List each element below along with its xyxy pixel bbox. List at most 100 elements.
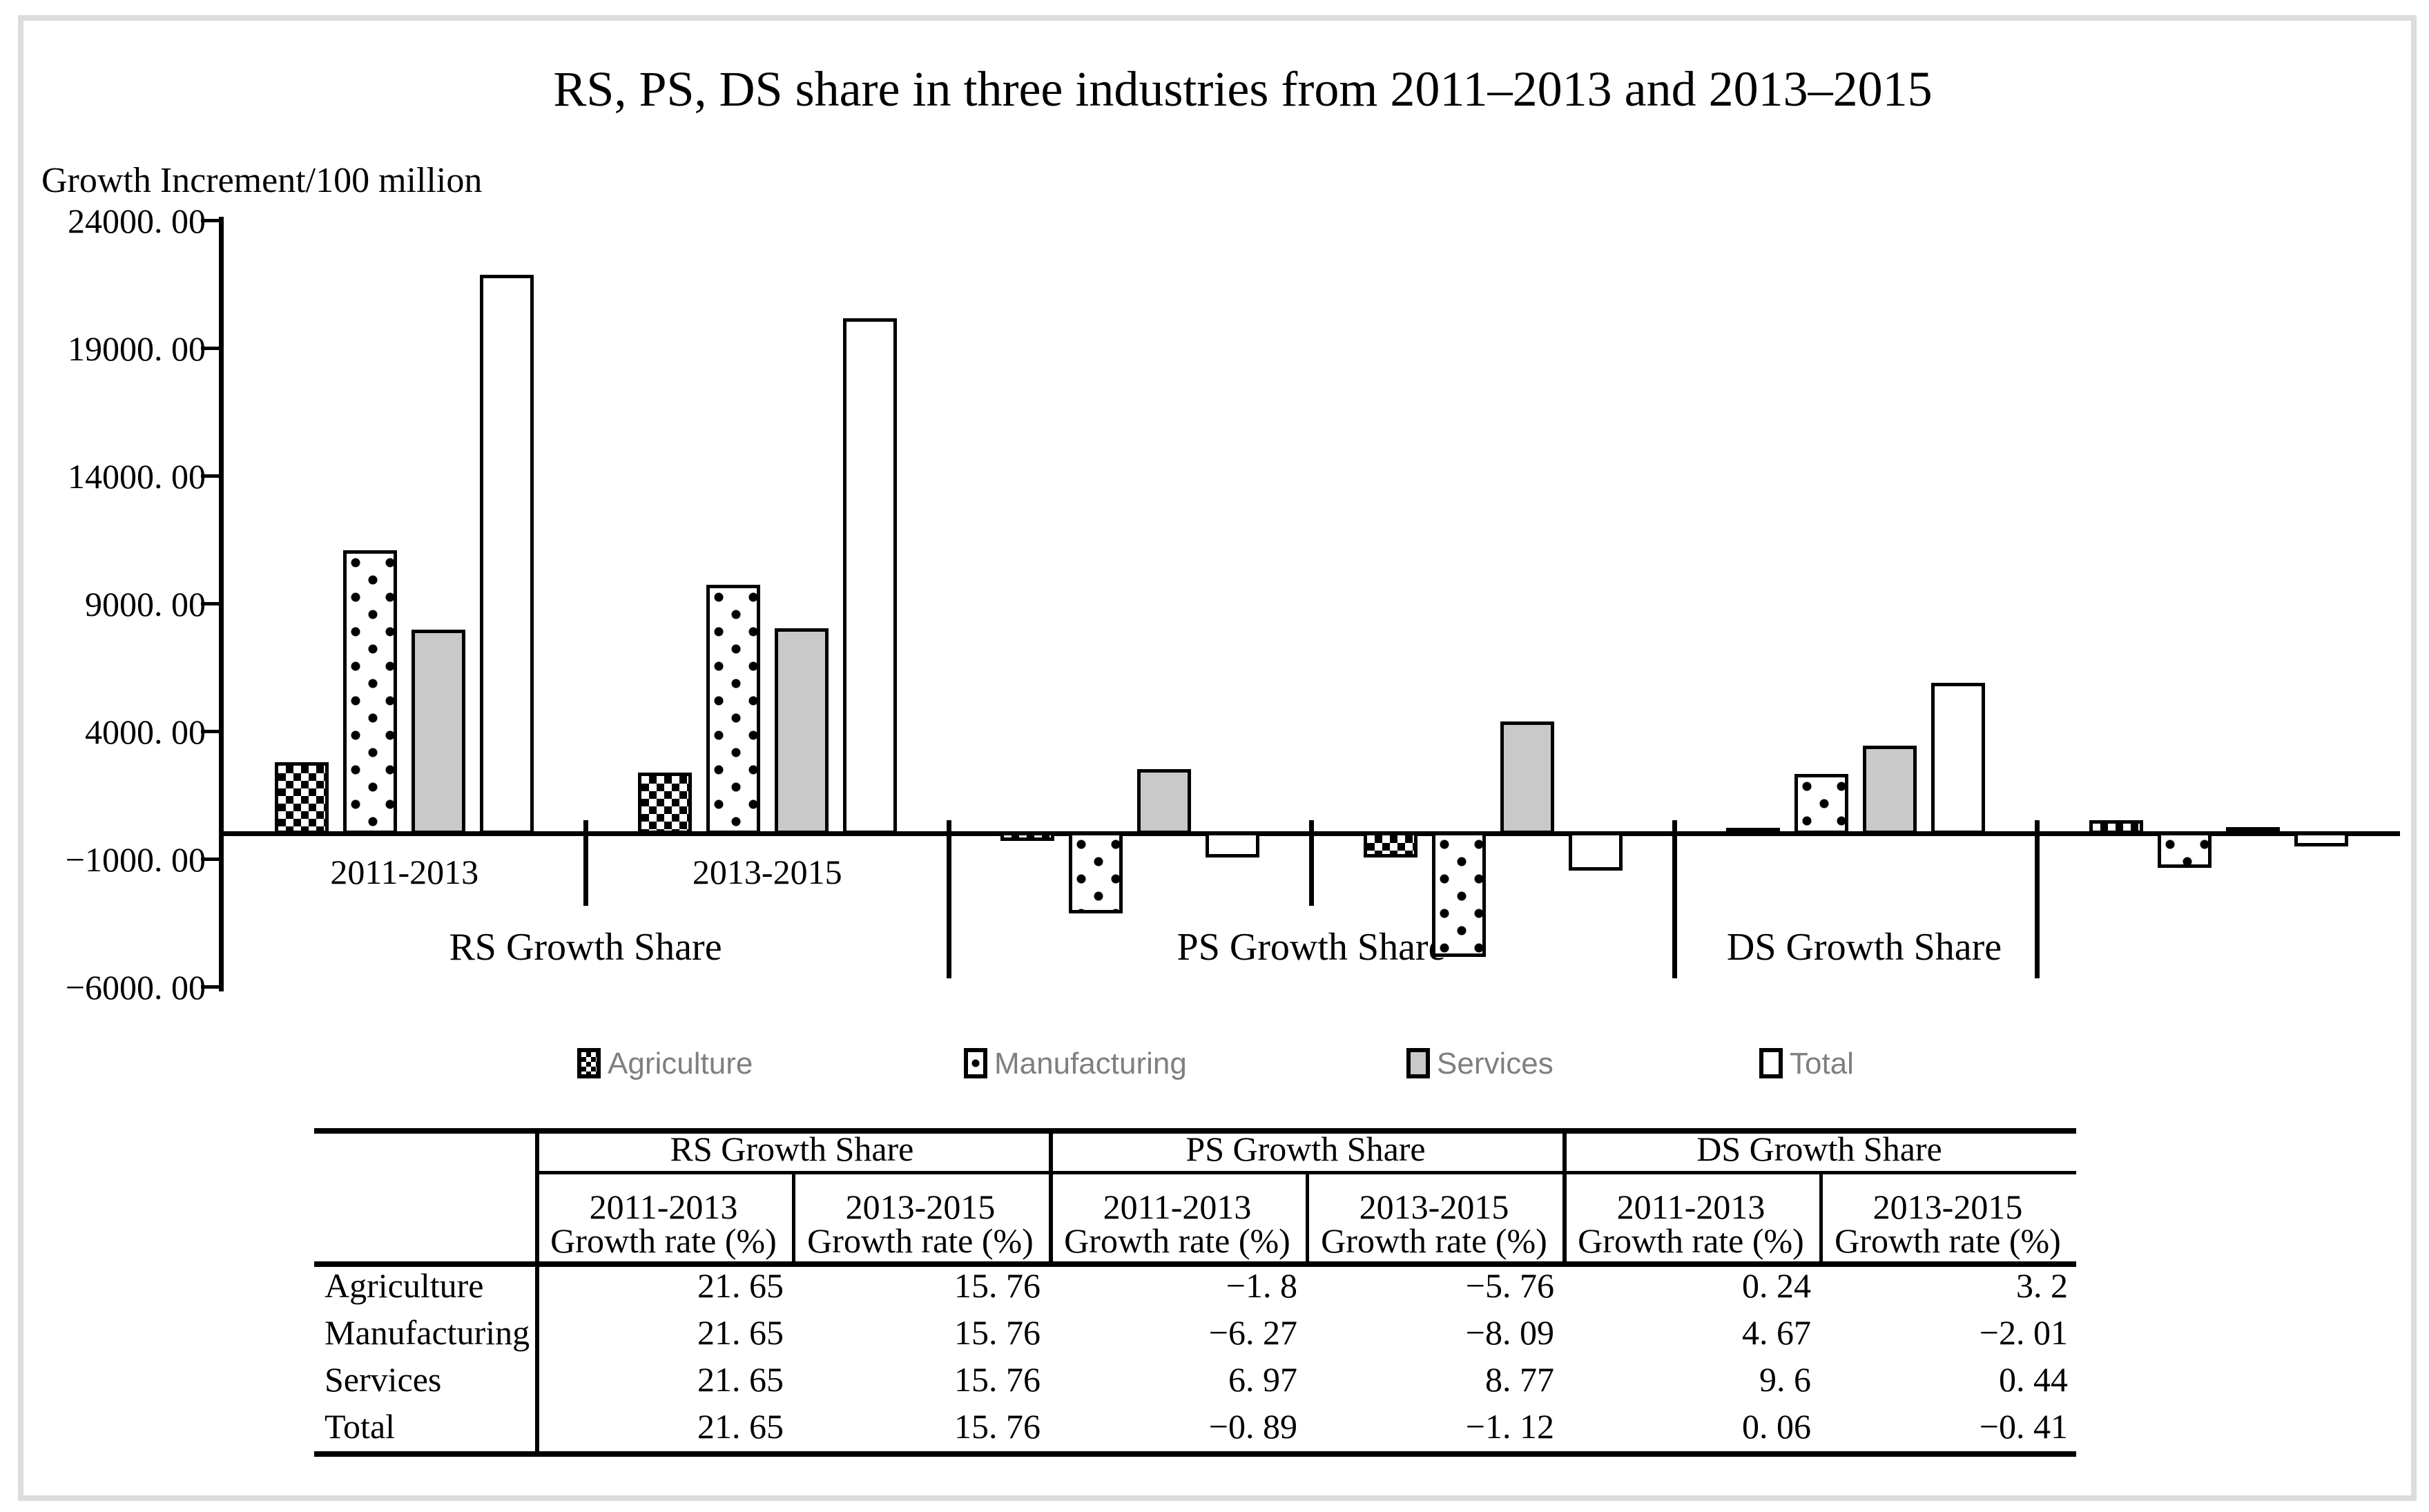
bar-ps-2011-2013-total (1206, 832, 1259, 857)
y-axis-label: Growth Increment/100 million (41, 161, 483, 200)
legend-swatch-total (1759, 1048, 1783, 1078)
table-cell-value: −0. 89 (1208, 1407, 1297, 1446)
table-row-label: Manufacturing (325, 1313, 530, 1352)
bar-ds-2013-2015-agriculture (2089, 820, 2143, 834)
bar-ds-2011-2013-agriculture (1726, 828, 1780, 835)
year-divider (1309, 820, 1314, 906)
bar-rs-2013-2015-agriculture (637, 773, 692, 834)
y-axis-tick (201, 219, 219, 222)
y-tick-label: 24000. 00 (68, 201, 206, 240)
table-section-header: RS Growth Share (670, 1130, 914, 1168)
bar-rs-2013-2015-total (842, 318, 897, 834)
table-cell-value: 4. 67 (1742, 1313, 1811, 1352)
section-divider (2035, 820, 2040, 978)
bar-ps-2013-2015-manufacturing (1431, 832, 1486, 958)
bar-rs-2011-2013-agriculture (275, 762, 329, 834)
x-category-label: 2013-2015 (692, 853, 842, 891)
chart-title: RS, PS, DS share in three industries fro… (553, 61, 1933, 117)
bar-rs-2013-2015-manufacturing (706, 585, 760, 834)
y-axis-tick (201, 602, 219, 605)
bar-ps-2011-2013-manufacturing (1069, 832, 1123, 914)
table-period-header: 2011-2013 (1103, 1188, 1252, 1226)
chart-legend: Agriculture Manufacturing Services Total (0, 0, 2429, 1080)
table-cell-value: 0. 44 (1999, 1360, 2068, 1399)
section-label-rs: RS Growth Share (449, 926, 722, 969)
table-cell-value: −1. 12 (1465, 1407, 1554, 1446)
y-axis-tick (201, 730, 219, 733)
table-cell-value: 3. 2 (2016, 1266, 2068, 1305)
y-tick-label: −1000. 00 (65, 840, 206, 879)
table-section-header: DS Growth Share (1696, 1130, 1942, 1168)
year-divider (583, 820, 588, 906)
table-period-header: 2013-2015 (1872, 1188, 2023, 1226)
table-cell-value: 0. 24 (1742, 1266, 1811, 1305)
table-period-header: 2013-2015 (1359, 1188, 1509, 1226)
table-cell-value: 15. 76 (954, 1407, 1041, 1446)
table-row-label: Agriculture (325, 1266, 484, 1305)
table-vline-labels (535, 1128, 539, 1457)
table-cell-value: −6. 27 (1208, 1313, 1297, 1352)
bar-rs-2011-2013-total (480, 274, 534, 834)
table-cell-value: −5. 76 (1465, 1266, 1554, 1305)
table-period-header: 2013-2015 (845, 1188, 996, 1226)
bar-rs-2011-2013-manufacturing (343, 550, 397, 834)
bar-ps-2011-2013-services (1137, 768, 1191, 834)
y-tick-label: 9000. 00 (85, 584, 206, 623)
table-vline-period (1819, 1171, 1823, 1261)
legend-swatch-agriculture (577, 1048, 601, 1078)
section-label-ps: PS Growth Share (1177, 926, 1446, 969)
legend-label-total: Total (1790, 1047, 1854, 1080)
table-cell-value: 8. 77 (1485, 1360, 1554, 1399)
legend-label-agriculture: Agriculture (608, 1047, 753, 1080)
table-cell-value: 21. 65 (697, 1313, 784, 1352)
legend-swatch-services (1406, 1048, 1430, 1078)
bar-ds-2011-2013-manufacturing (1794, 774, 1848, 834)
table-section-header: PS Growth Share (1186, 1130, 1426, 1168)
table-row-label: Total (325, 1407, 396, 1446)
bar-ds-2013-2015-manufacturing (2157, 832, 2212, 868)
y-axis-line (219, 217, 224, 991)
legend-swatch-manufacturing (964, 1048, 987, 1078)
table-top-border (314, 1128, 2076, 1134)
bar-ds-2011-2013-total (1931, 682, 1985, 834)
table-vline-period (1306, 1171, 1309, 1261)
table-cell-value: −0. 41 (1979, 1407, 2068, 1446)
table-cell-value: −8. 09 (1465, 1313, 1554, 1352)
bar-ps-2013-2015-agriculture (1363, 832, 1417, 857)
bar-chart: 24000. 00 19000. 00 14000. 00 9000. 00 4000.… (65, 201, 2400, 1007)
y-axis-tick (201, 474, 219, 478)
table-cell-value: 21. 65 (697, 1266, 784, 1305)
bar-ds-2011-2013-services (1863, 746, 1917, 834)
y-tick-label: −6000. 00 (65, 967, 206, 1007)
legend-label-manufacturing: Manufacturing (994, 1047, 1187, 1080)
table-cell-value: 21. 65 (697, 1360, 784, 1399)
table-vline-period (792, 1171, 795, 1261)
table-vline-section (1562, 1128, 1567, 1261)
table-cell-value: 15. 76 (954, 1266, 1041, 1305)
bar-ds-2013-2015-total (2294, 832, 2348, 847)
bar-ps-2013-2015-services (1500, 721, 1554, 834)
table-rate-header: Growth rate (%) (1064, 1221, 1290, 1260)
table-rate-header: Growth rate (%) (807, 1221, 1034, 1260)
table-cell-value: −1. 8 (1226, 1266, 1297, 1305)
table-period-header: 2011-2013 (1616, 1188, 1765, 1226)
table-rate-header: Growth rate (%) (1835, 1221, 2061, 1260)
table-rate-header: Growth rate (%) (550, 1221, 777, 1260)
bar-ds-2013-2015-services (2225, 827, 2280, 834)
table-rate-header: Growth rate (%) (1578, 1221, 1804, 1260)
section-divider (946, 820, 951, 978)
table-rate-header: Growth rate (%) (1321, 1221, 1547, 1260)
table-subheader-rule (314, 1261, 2076, 1267)
section-divider (1672, 820, 1677, 978)
bar-rs-2013-2015-services (774, 628, 829, 834)
table-period-header: 2011-2013 (589, 1188, 738, 1226)
section-label-ds: DS Growth Share (1726, 926, 2002, 969)
legend-label-services: Services (1437, 1047, 1554, 1080)
y-axis-tick (201, 985, 219, 989)
y-tick-label: 4000. 00 (85, 712, 206, 751)
bar-ps-2011-2013-agriculture (1000, 832, 1054, 841)
table-cell-value: −2. 01 (1979, 1313, 2068, 1352)
x-category-label: 2011-2013 (330, 853, 479, 891)
